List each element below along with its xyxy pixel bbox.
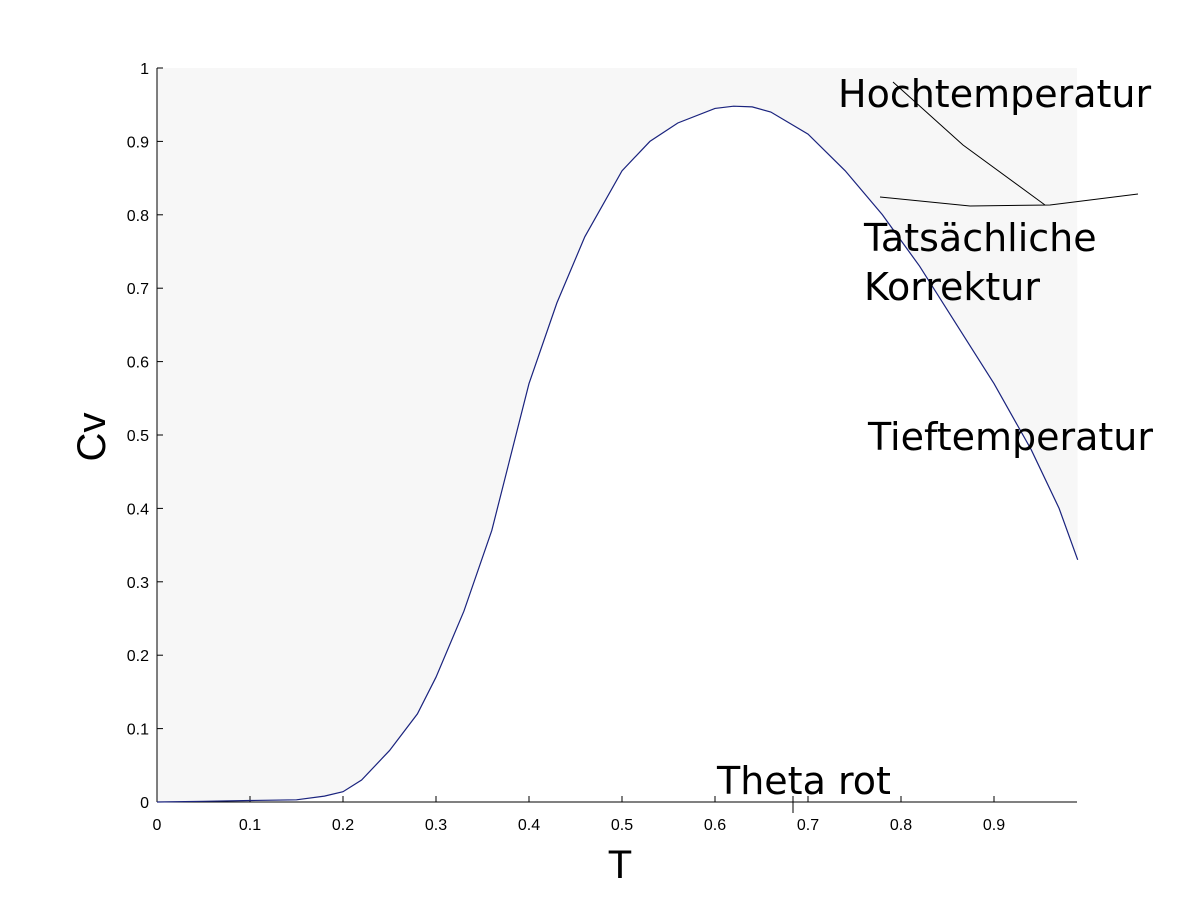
- x-tick-label: 0.4: [518, 817, 540, 834]
- annotation-line-hochtemperatur: [892, 81, 1046, 206]
- y-tick-label: 0.8: [127, 208, 149, 225]
- x-tick-label: 0.7: [797, 817, 819, 834]
- series-line: [156, 105, 1079, 803]
- y-tick-label: 0.1: [127, 722, 149, 739]
- x-tick-label: 0.9: [983, 817, 1005, 834]
- y-tick-label: 0.4: [127, 501, 149, 518]
- annotation-tieftemperatur: Tieftemperatur: [867, 415, 1153, 459]
- x-tick-label: 0: [153, 817, 162, 834]
- annotation-theta-rot: Theta rot: [716, 759, 891, 803]
- annotation-hochtemperatur: Hochtemperatur: [838, 72, 1151, 116]
- annotation-korrektur: Korrektur: [864, 265, 1040, 309]
- y-tick-label: 0.2: [127, 648, 149, 665]
- y-tick-label: 1: [140, 61, 149, 78]
- x-tick-label: 0.3: [425, 817, 447, 834]
- y-ticks: 0 0.1 0.2 0.3 0.4 0.5 0.6 0.7 0.8 0.9 1: [127, 61, 163, 812]
- x-tick-label: 0.1: [239, 817, 261, 834]
- shaded-region: [157, 68, 1078, 802]
- x-tick-label: 0.2: [332, 817, 354, 834]
- y-tick-label: 0.9: [127, 134, 149, 151]
- y-tick-label: 0.7: [127, 281, 149, 298]
- y-tick-label: 0.3: [127, 575, 149, 592]
- y-tick-label: 0: [140, 795, 149, 812]
- y-tick-label: 0.5: [127, 428, 149, 445]
- x-axis-label: T: [608, 843, 632, 887]
- x-tick-label: 0.6: [704, 817, 726, 834]
- x-tick-label: 0.8: [890, 817, 912, 834]
- x-ticks: 0 0.1 0.2 0.3 0.4 0.5 0.6 0.7 0.8 0.9: [153, 796, 1005, 834]
- x-tick-label: 0.5: [611, 817, 633, 834]
- annotation-line-korrektur: [879, 193, 1139, 207]
- annotation-tatsaechliche: Tatsächliche: [863, 216, 1097, 260]
- y-tick-label: 0.6: [127, 355, 149, 372]
- y-axis-label: Cv: [70, 413, 114, 462]
